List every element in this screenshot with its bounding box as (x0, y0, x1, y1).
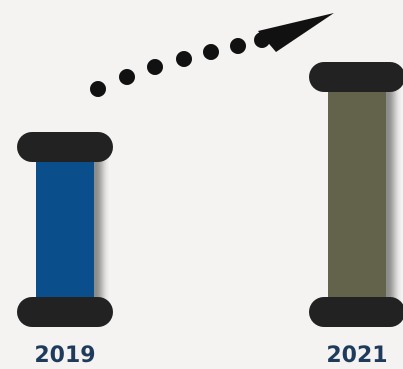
trend-arrow (90, 13, 334, 97)
bar-top-cap-2019 (17, 132, 113, 162)
bar-bottom-cap-2021 (309, 297, 403, 327)
trend-arrow-dot (119, 69, 135, 85)
trend-arrow-dot (203, 44, 219, 60)
x-tick-label-2019: 2019 (34, 343, 95, 368)
bar-2021 (328, 77, 386, 312)
trend-arrow-dot (176, 51, 192, 67)
trend-arrow-dot (90, 81, 106, 97)
bar-top-cap-2021 (309, 62, 403, 92)
trend-arrow-dot (230, 38, 246, 54)
bars-group (17, 62, 403, 327)
x-tick-label-2021: 2021 (326, 343, 387, 368)
trend-arrow-dot (147, 59, 163, 75)
bar-bottom-cap-2019 (17, 297, 113, 327)
trend-arrow-head (258, 13, 334, 52)
bar-2019 (36, 147, 94, 312)
